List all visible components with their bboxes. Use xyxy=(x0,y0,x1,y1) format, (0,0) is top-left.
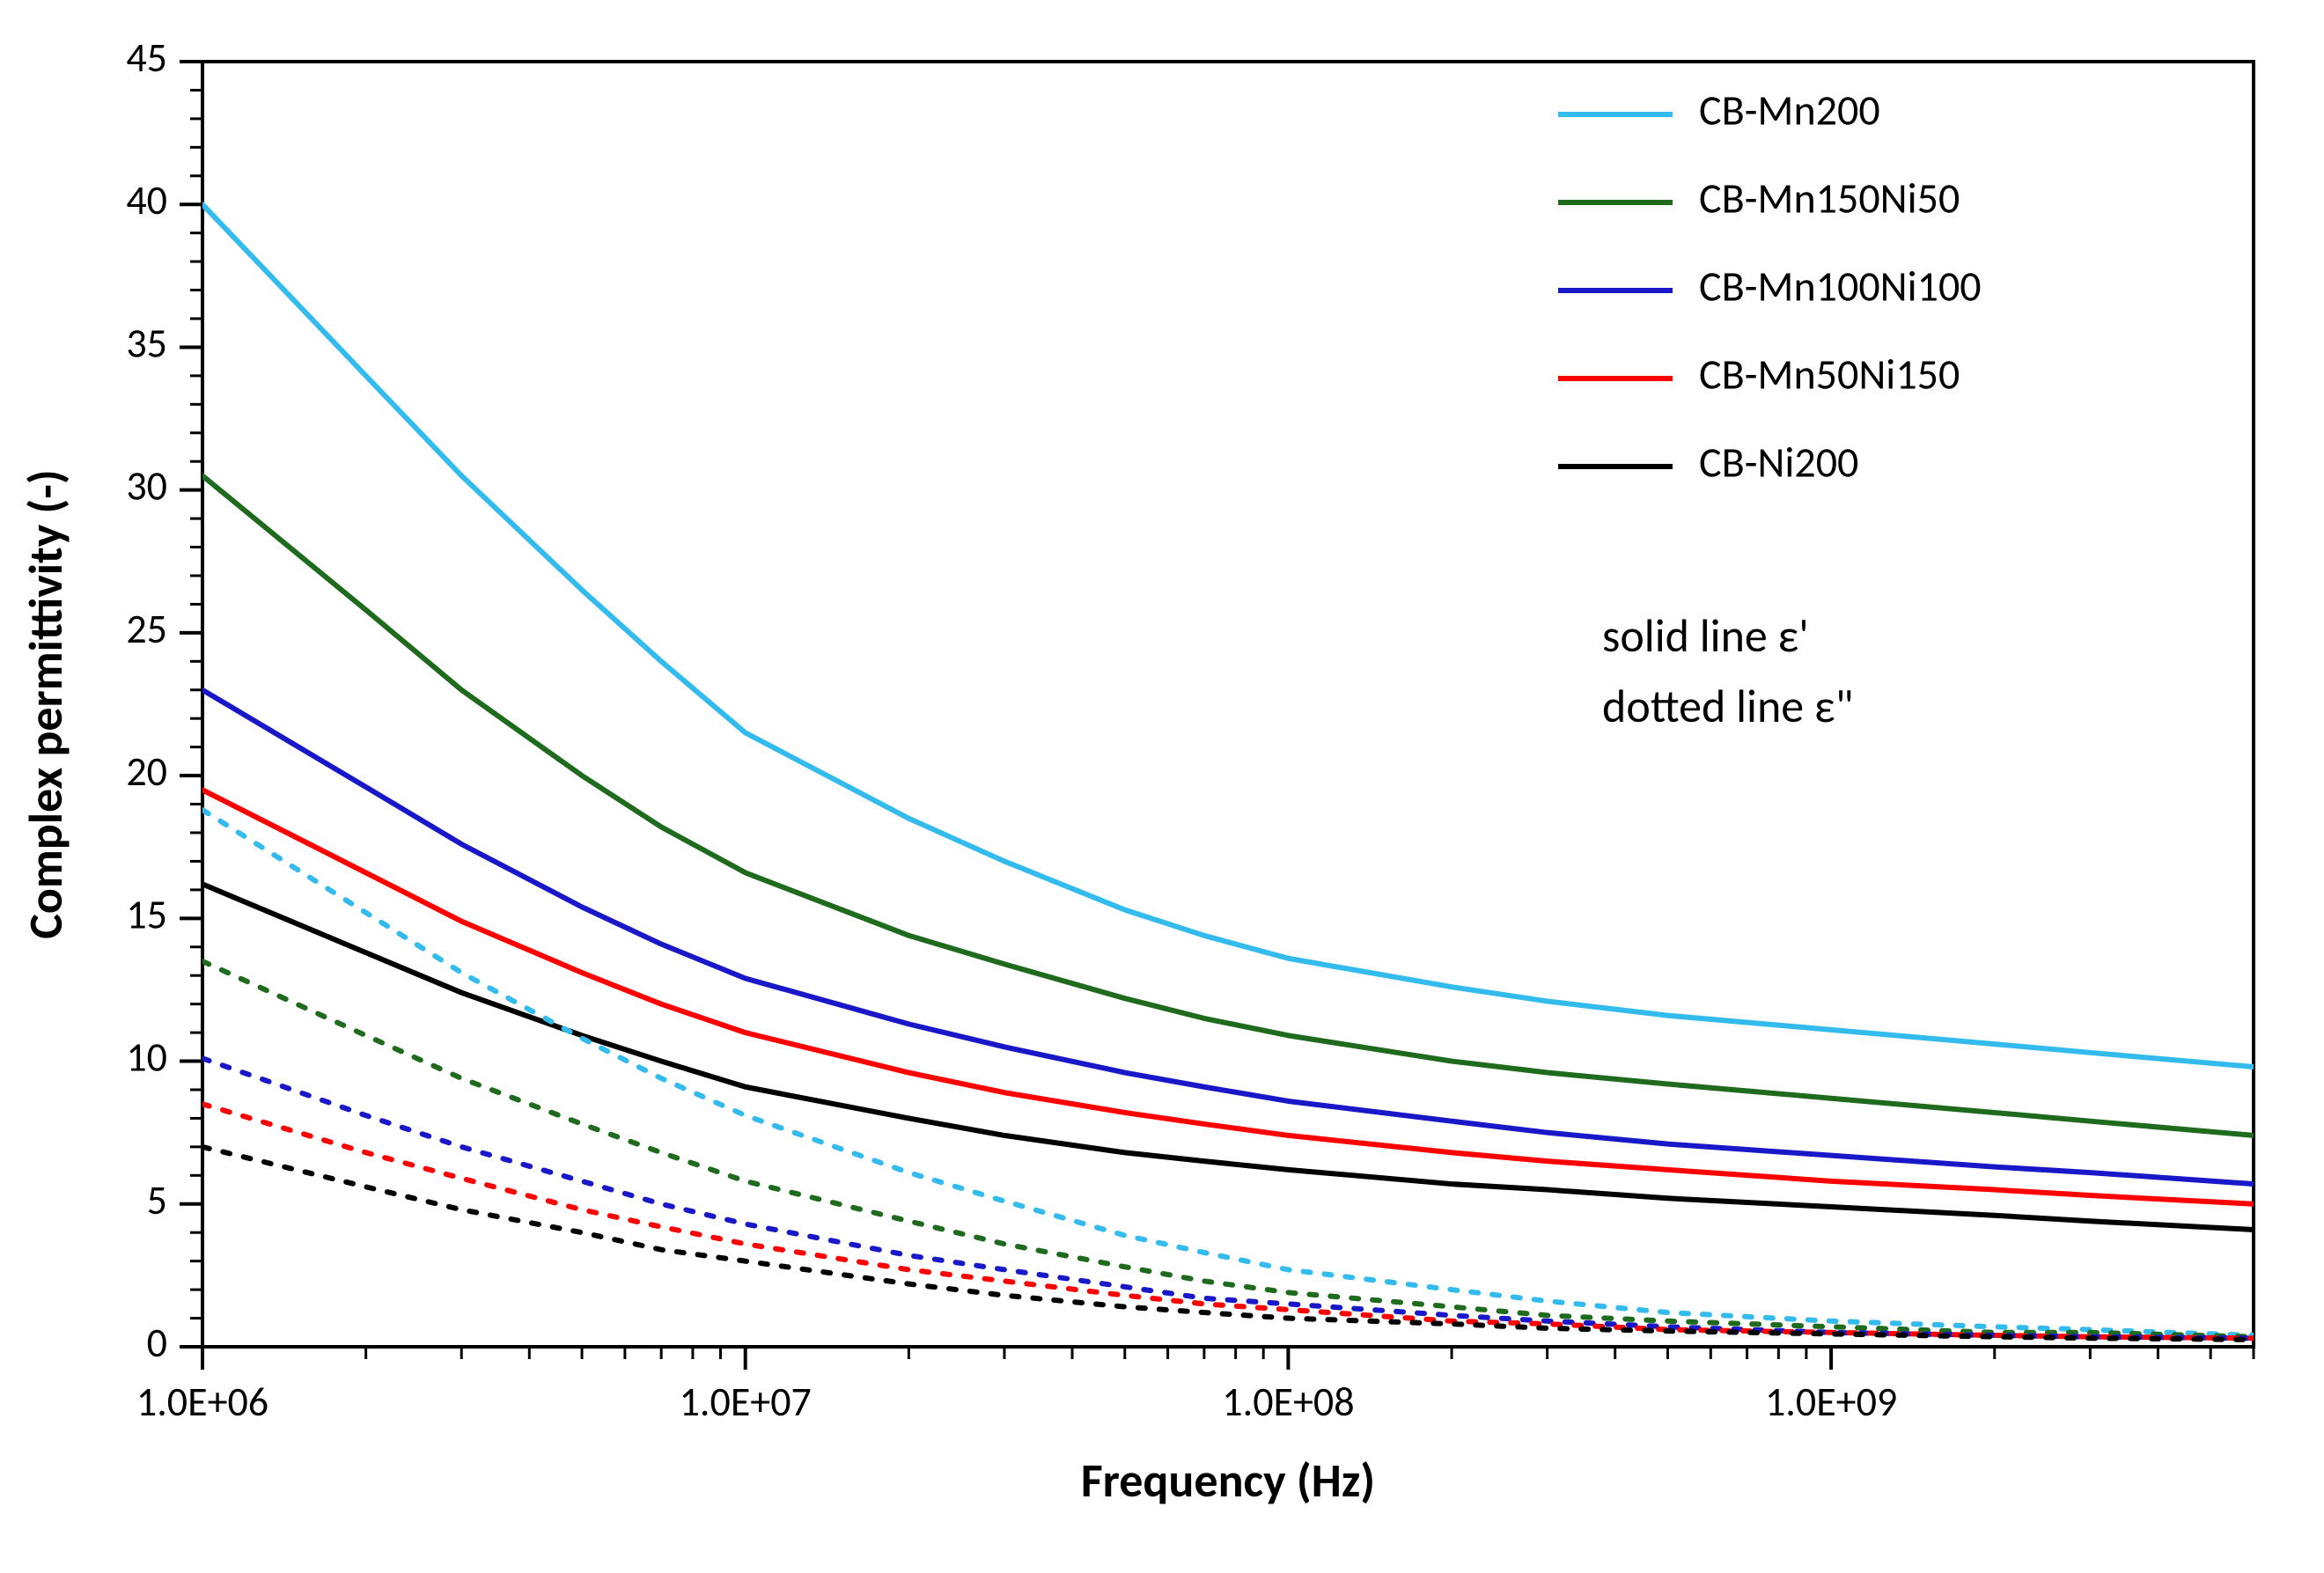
y-tick-label: 30 xyxy=(126,462,167,511)
x-axis-label: Frequency (Hz) xyxy=(1081,1452,1375,1510)
y-tick-label: 40 xyxy=(126,176,167,225)
series-CB-Ni200-dotted xyxy=(202,1147,2254,1340)
series-CB-Mn200-solid xyxy=(202,204,2254,1067)
y-tick-label: 35 xyxy=(126,319,167,368)
y-tick-label: 25 xyxy=(126,605,167,654)
annotation-line-1: dotted line ε" xyxy=(1602,678,1853,734)
series-CB-Ni200-solid xyxy=(202,884,2254,1230)
y-tick-label: 20 xyxy=(126,747,167,797)
legend-label-2: CB-Mn100Ni100 xyxy=(1699,260,1982,312)
annotation-line-0: solid line ε' xyxy=(1602,607,1809,664)
x-tick-label: 1.0E+08 xyxy=(1222,1378,1354,1427)
y-tick-label: 15 xyxy=(126,890,167,939)
y-tick-label: 5 xyxy=(147,1176,167,1225)
x-tick-label: 1.0E+09 xyxy=(1765,1378,1897,1427)
chart-container: 0 5 10 15 20 25 30 35 40 45 1.0E+06 1.0E+07 1.0E+08 1… xyxy=(0,0,2324,1573)
series-CB-Mn200-dotted xyxy=(202,810,2254,1335)
y-tick-label: 10 xyxy=(126,1033,167,1083)
legend-label-0: CB-Mn200 xyxy=(1699,84,1880,136)
series-CB-Mn100Ni100-dotted xyxy=(202,1058,2254,1338)
legend-label-3: CB-Mn50Ni150 xyxy=(1699,348,1960,400)
y-tick-label: 45 xyxy=(126,33,167,83)
y-axis-label: Complex permittivity (-) xyxy=(17,469,75,939)
legend-label-1: CB-Mn150Ni50 xyxy=(1699,172,1960,224)
x-tick-label: 1.0E+06 xyxy=(136,1378,268,1427)
plot-area xyxy=(202,62,2254,1347)
y-tick-label: 0 xyxy=(147,1319,167,1368)
permittivity-chart: 0 5 10 15 20 25 30 35 40 45 1.0E+06 1.0E+07 1.0E+08 1… xyxy=(0,0,2324,1573)
legend-label-4: CB-Ni200 xyxy=(1699,436,1858,488)
series-CB-Mn150Ni50-solid xyxy=(202,475,2254,1135)
series-CB-Mn150Ni50-dotted xyxy=(202,961,2254,1337)
x-tick-label: 1.0E+07 xyxy=(680,1378,812,1427)
